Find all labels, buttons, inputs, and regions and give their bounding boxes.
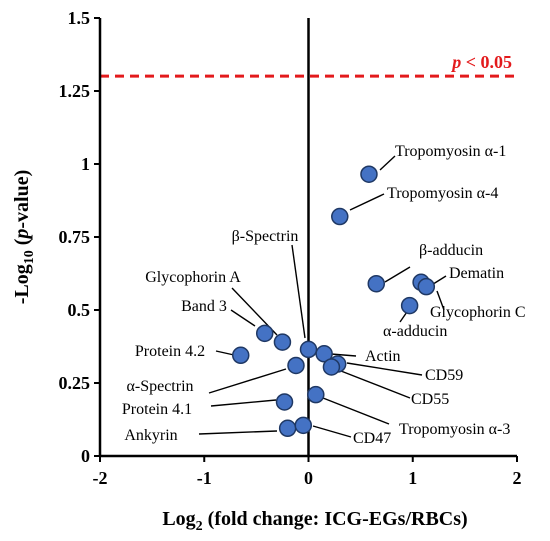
data-point	[400, 296, 419, 315]
data-point	[231, 346, 250, 365]
data-point	[294, 416, 313, 435]
point-label: Protein 4.1	[122, 401, 192, 418]
x-tick-label: 2	[513, 468, 522, 488]
y-tick-label: 0.5	[68, 300, 91, 320]
x-tick-label: 1	[408, 468, 417, 488]
y-axis-title: -Log10 (p-value)	[11, 170, 37, 305]
point-label: Band 3	[181, 298, 227, 315]
data-point	[287, 356, 305, 375]
point-label: Actin	[365, 348, 401, 365]
y-tick-label: 0.25	[59, 373, 91, 393]
data-point	[360, 165, 378, 183]
y-tick-label: 1	[81, 154, 90, 174]
point-label: Tropomyosin α-3	[399, 421, 510, 438]
y-tick-label: 1.5	[68, 8, 91, 28]
data-point	[255, 324, 274, 343]
y-tick-label: 0	[81, 446, 90, 466]
point-label: Protein 4.2	[135, 343, 205, 360]
y-tick-label: 0.75	[59, 227, 91, 247]
data-point	[307, 385, 325, 404]
data-point	[322, 358, 341, 376]
data-point	[273, 333, 292, 351]
point-label: Dematin	[449, 265, 504, 282]
point-label: Glycophorin C	[430, 304, 526, 321]
point-label: Ankyrin	[124, 427, 177, 444]
point-label: β-adducin	[419, 242, 483, 259]
data-point	[299, 340, 318, 359]
point-label: β-Spectrin	[232, 228, 299, 245]
data-point	[417, 277, 436, 296]
x-tick-label: -2	[93, 468, 108, 488]
x-tick-label: -1	[197, 468, 212, 488]
data-point	[367, 274, 386, 293]
point-label: Tropomyosin α-1	[395, 143, 506, 160]
point-label: Tropomyosin α-4	[387, 185, 498, 202]
point-label: CD55	[411, 391, 449, 408]
x-tick-label: 0	[304, 468, 313, 488]
point-label: CD47	[353, 430, 391, 447]
x-axis-title: Log2 (fold change: ICG-EGs/RBCs)	[162, 508, 467, 534]
threshold-label: p < 0.05	[450, 52, 512, 72]
point-label: α-adducin	[383, 323, 447, 340]
point-label: Glycophorin A	[145, 269, 241, 286]
y-tick-label: 1.25	[59, 81, 91, 101]
point-label: α-Spectrin	[126, 378, 193, 395]
data-point	[331, 207, 349, 226]
point-label: CD59	[425, 367, 463, 384]
data-point	[278, 419, 297, 438]
data-point	[275, 393, 294, 411]
data-point	[315, 345, 333, 363]
